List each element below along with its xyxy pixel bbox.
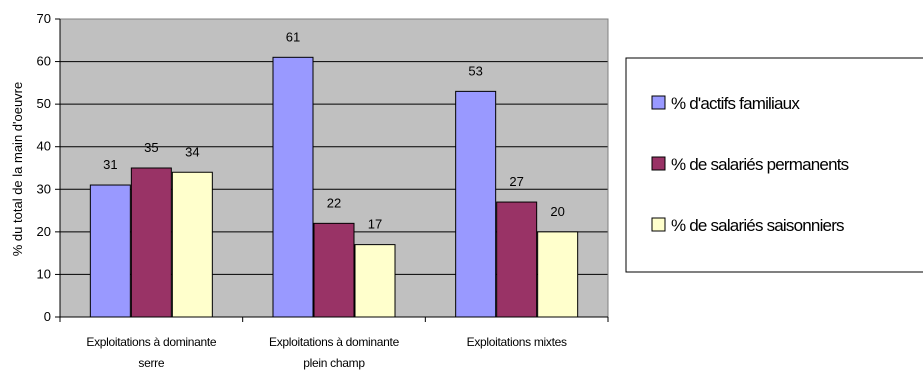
y-tick-label: 20 bbox=[37, 224, 51, 239]
data-label: 53 bbox=[468, 63, 482, 78]
data-label: 35 bbox=[144, 140, 158, 155]
legend-box bbox=[625, 57, 923, 273]
bar bbox=[272, 56, 314, 318]
data-label: 27 bbox=[509, 174, 523, 189]
x-category-label: Exploitations à dominante bbox=[86, 335, 217, 349]
y-tick-label: 70 bbox=[37, 11, 51, 26]
y-tick-label: 30 bbox=[37, 181, 51, 196]
x-category-label: plein champ bbox=[303, 356, 365, 370]
bar bbox=[496, 201, 538, 318]
y-tick-label: 50 bbox=[37, 96, 51, 111]
x-axis: Exploitations à dominante serre Exploitati… bbox=[59, 316, 609, 370]
data-label: 31 bbox=[103, 157, 117, 172]
bars bbox=[89, 56, 579, 318]
bar bbox=[89, 184, 131, 318]
legend-swatch bbox=[651, 217, 666, 232]
y-tick-label: 40 bbox=[37, 139, 51, 154]
y-axis-label: % du total de la main d'oeuvre bbox=[10, 82, 25, 256]
legend-label: % de salariés saisonniers bbox=[671, 216, 844, 235]
data-label: 22 bbox=[327, 195, 341, 210]
data-labels: 31 61 53 35 22 27 34 17 20 bbox=[103, 29, 565, 231]
y-tick-label: 0 bbox=[44, 309, 51, 324]
legend-label: % de salariés permanents bbox=[671, 155, 849, 174]
y-tick-label: 60 bbox=[37, 54, 51, 69]
data-label: 17 bbox=[368, 217, 382, 232]
data-label: 20 bbox=[550, 204, 564, 219]
bar bbox=[354, 244, 396, 318]
legend-swatch bbox=[651, 95, 666, 110]
x-category-label: Exploitations à dominante bbox=[269, 335, 400, 349]
legend-swatch bbox=[651, 156, 666, 171]
legend: % d'actifs familiaux % de salariés perman… bbox=[625, 57, 923, 273]
bar bbox=[130, 167, 172, 318]
bar bbox=[313, 222, 355, 318]
bar bbox=[537, 231, 579, 318]
data-label: 34 bbox=[185, 144, 199, 159]
x-category-label: serre bbox=[138, 356, 164, 370]
y-axis: 0 10 20 30 40 50 60 70 bbox=[37, 11, 61, 324]
data-label: 61 bbox=[286, 29, 300, 44]
bar bbox=[455, 90, 497, 318]
y-tick-label: 10 bbox=[37, 266, 51, 281]
bar bbox=[171, 171, 213, 318]
x-category-label: Exploitations mixtes bbox=[467, 335, 567, 349]
legend-label: % d'actifs familiaux bbox=[671, 94, 800, 113]
